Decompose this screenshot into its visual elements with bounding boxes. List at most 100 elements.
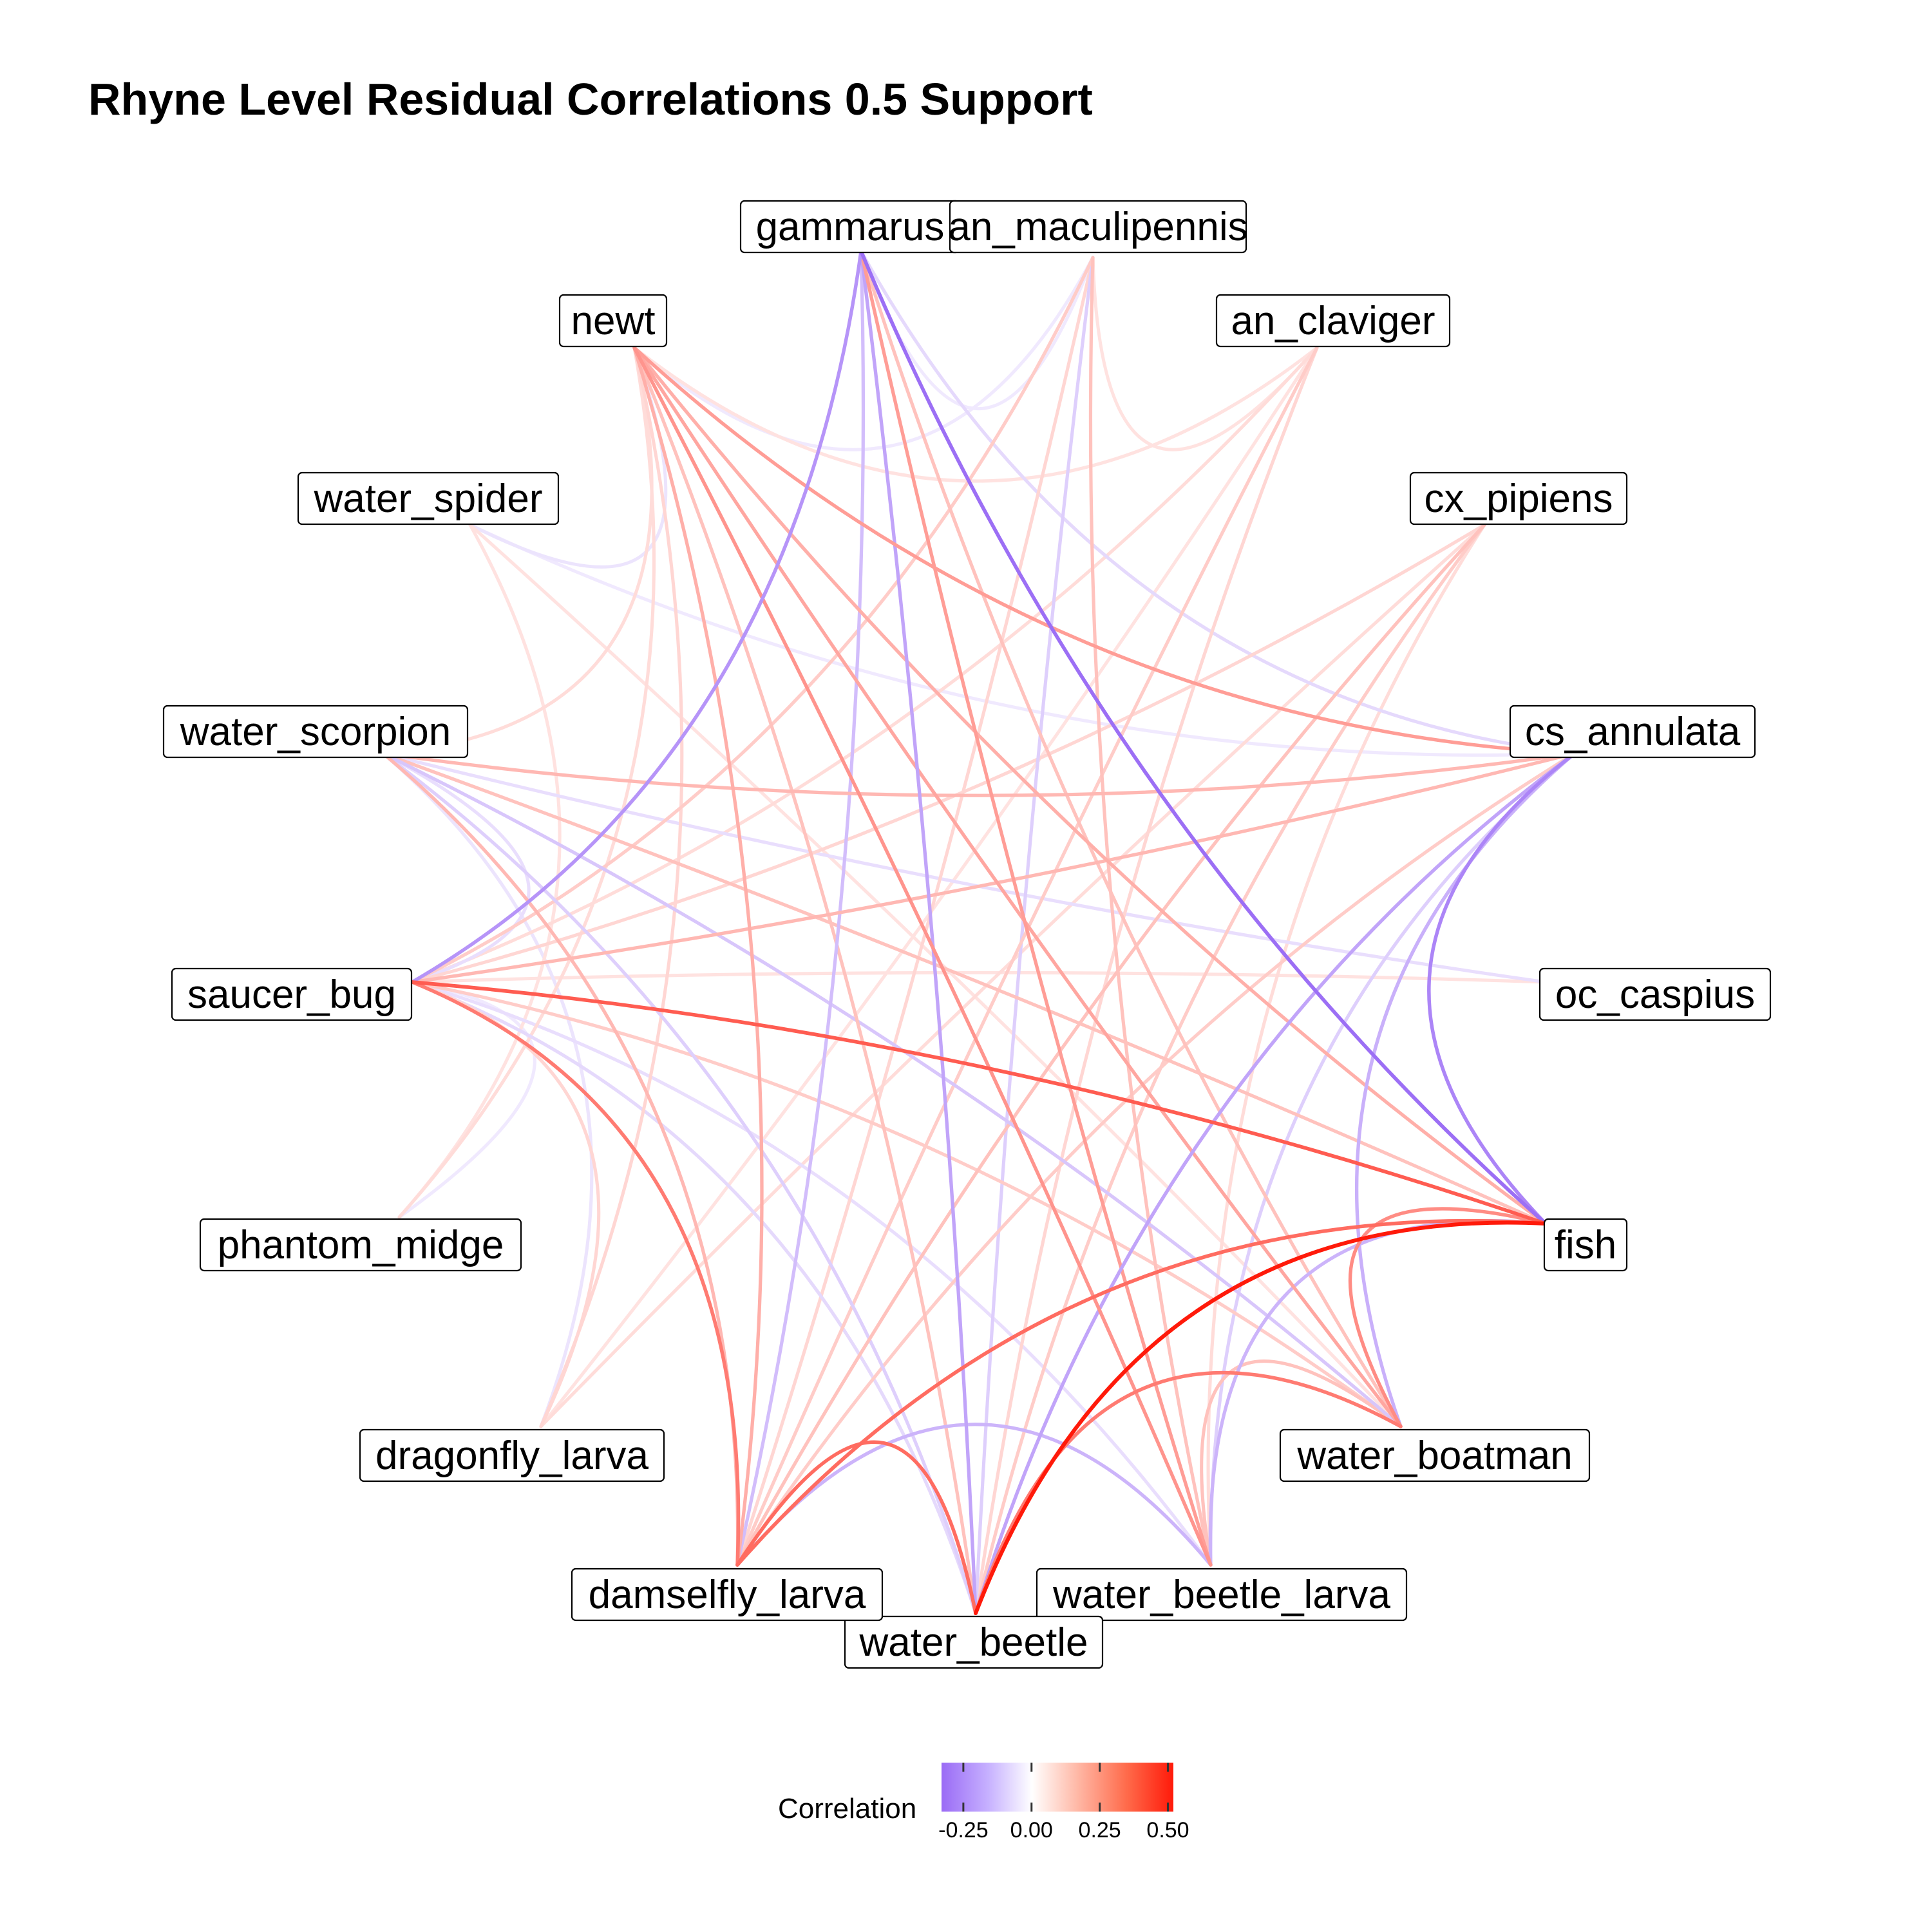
edge-gammarus-water_beetle_larva — [859, 249, 1213, 1567]
node-fish: fish — [1543, 1218, 1628, 1272]
node-label-cs_annulata: cs_annulata — [1525, 710, 1741, 754]
edge-water_beetle-damselfly_larva — [735, 1440, 978, 1615]
node-box-saucer_bug — [171, 967, 413, 1021]
node-water_beetle: water_beetle — [844, 1615, 1104, 1669]
edge-cs_annulata-fish — [1427, 752, 1577, 1226]
edge-cs_annulata-newt — [632, 346, 1577, 755]
node-box-an_maculipennis — [949, 200, 1247, 254]
node-water_boatman: water_boatman — [1279, 1428, 1591, 1482]
edge-gammarus-cs_annulata — [859, 249, 1577, 755]
edge-cs_annulata-water_boatman — [1354, 752, 1577, 1428]
edge-cs_annulata-damselfly_larva — [735, 752, 1577, 1567]
node-label-water_beetle: water_beetle — [858, 1620, 1088, 1665]
node-box-dragonfly_larva — [359, 1428, 665, 1482]
edge-cx_pipiens-water_beetle — [974, 523, 1486, 1615]
edge-fish-water_beetle — [973, 1220, 1548, 1616]
edge-cs_annulata-water_scorpion — [381, 752, 1577, 797]
node-box-water_spider — [297, 471, 560, 526]
edge-oc_caspius-water_scorpion — [381, 752, 1548, 984]
edge-phantom_midge-saucer_bug — [397, 980, 536, 1219]
edge-phantom_midge-water_spider — [397, 523, 562, 1219]
node-box-water_beetle — [844, 1615, 1104, 1669]
node-label-water_beetle_larva: water_beetle_larva — [1052, 1573, 1390, 1617]
edge-gammarus-damselfly_larva — [735, 249, 866, 1567]
edge-water_spider-cs_annulata — [468, 523, 1577, 757]
edge-an_maculipennis-newt — [632, 256, 1095, 451]
edge-water_boatman-water_beetle — [974, 1370, 1403, 1615]
edge-dragonfly_larva-saucer_bug — [410, 980, 601, 1428]
edge-saucer_bug-water_scorpion — [381, 752, 531, 984]
node-an_claviger: an_claviger — [1215, 294, 1451, 348]
node-box-oc_caspius — [1539, 967, 1772, 1021]
edge-cs_annulata-water_beetle_larva — [1209, 752, 1577, 1567]
node-label-oc_caspius: oc_caspius — [1555, 972, 1755, 1017]
edge-an_claviger-dragonfly_larva — [539, 346, 1319, 1428]
edge-water_boatman-saucer_bug — [410, 980, 1403, 1428]
node-box-cs_annulata — [1509, 705, 1756, 759]
edge-water_beetle-water_scorpion — [381, 752, 978, 1615]
edge-damselfly_larva-saucer_bug — [410, 980, 741, 1567]
edge-fish-damselfly_larva — [735, 1218, 1548, 1567]
node-box-newt — [558, 294, 668, 348]
node-label-gammarus: gammarus — [756, 205, 945, 249]
node-box-water_beetle_larva — [1036, 1567, 1408, 1622]
edge-an_claviger-damselfly_larva — [735, 346, 1319, 1567]
node-water_scorpion: water_scorpion — [162, 705, 469, 759]
node-label-saucer_bug: saucer_bug — [187, 972, 396, 1017]
edge-fish-saucer_bug — [410, 980, 1548, 1226]
node-box-fish — [1543, 1218, 1628, 1272]
edge-cs_annulata-water_beetle — [974, 752, 1577, 1615]
node-cs_annulata: cs_annulata — [1509, 705, 1756, 759]
node-label-an_claviger: an_claviger — [1231, 299, 1435, 343]
legend-tick-label: 0.25 — [1079, 1818, 1121, 1842]
edge-an_maculipennis-water_beetle — [974, 256, 1095, 1615]
legend-tick-label: -0.25 — [938, 1818, 989, 1842]
node-saucer_bug: saucer_bug — [171, 967, 413, 1021]
nodes-layer: gammarus an_maculipennis an_claviger cx_pip… — [162, 200, 1772, 1669]
edge-cx_pipiens-water_beetle_larva — [1206, 523, 1486, 1567]
legend: Correlation -0.25 0.00 0.25 0.50 — [778, 1763, 1189, 1842]
edge-cx_pipiens-dragonfly_larva — [539, 523, 1486, 1428]
legend-tick-label: 0.50 — [1146, 1818, 1189, 1842]
edge-water_boatman-newt — [632, 346, 1403, 1428]
node-label-an_maculipennis: an_maculipennis — [948, 205, 1247, 249]
edge-cx_pipiens-damselfly_larva — [735, 523, 1486, 1567]
node-water_spider: water_spider — [297, 471, 560, 526]
node-label-water_spider: water_spider — [314, 477, 543, 521]
edge-fish-water_scorpion — [381, 752, 1548, 1226]
edges-layer — [381, 249, 1577, 1616]
edge-water_beetle_larva-newt — [632, 346, 1213, 1567]
node-box-cx_pipiens — [1409, 471, 1628, 526]
edge-dragonfly_larva-newt — [539, 346, 684, 1428]
edge-water_boatman-water_beetle_larva — [1200, 1359, 1403, 1567]
legend-title: Correlation — [778, 1793, 916, 1824]
edge-gammarus-water_beetle — [859, 249, 978, 1615]
edge-an_maculipennis-saucer_bug — [410, 256, 1095, 984]
node-box-water_scorpion — [162, 705, 469, 759]
node-gammarus: gammarus — [739, 200, 961, 254]
edge-fish-newt — [632, 346, 1548, 1226]
node-dragonfly_larva: dragonfly_larva — [359, 1428, 665, 1482]
legend-ticks: -0.25 0.00 0.25 0.50 — [938, 1763, 1189, 1842]
node-label-dragonfly_larva: dragonfly_larva — [375, 1434, 649, 1478]
node-box-damselfly_larva — [571, 1567, 884, 1622]
node-box-phantom_midge — [199, 1218, 522, 1272]
edge-water_beetle-newt — [632, 346, 978, 1615]
edge-damselfly_larva-newt — [632, 346, 764, 1567]
legend-colorbar — [942, 1763, 1173, 1812]
node-label-water_boatman: water_boatman — [1296, 1434, 1572, 1478]
edge-water_scorpion-newt — [381, 346, 654, 755]
node-label-damselfly_larva: damselfly_larva — [589, 1573, 866, 1617]
legend-tick-label: 0.00 — [1010, 1818, 1053, 1842]
node-label-cx_pipiens: cx_pipiens — [1425, 477, 1613, 521]
node-phantom_midge: phantom_midge — [199, 1218, 522, 1272]
edge-water_beetle_larva-damselfly_larva — [735, 1423, 1213, 1567]
node-label-fish: fish — [1555, 1223, 1616, 1267]
edge-dragonfly_larva-water_scorpion — [381, 752, 594, 1428]
edge-water_beetle-saucer_bug — [410, 980, 978, 1615]
edge-cs_annulata-saucer_bug — [410, 752, 1577, 984]
node-newt: newt — [558, 294, 668, 348]
chart-title: Rhyne Level Residual Correlations 0.5 Su… — [88, 74, 1093, 124]
node-label-phantom_midge: phantom_midge — [218, 1223, 504, 1267]
